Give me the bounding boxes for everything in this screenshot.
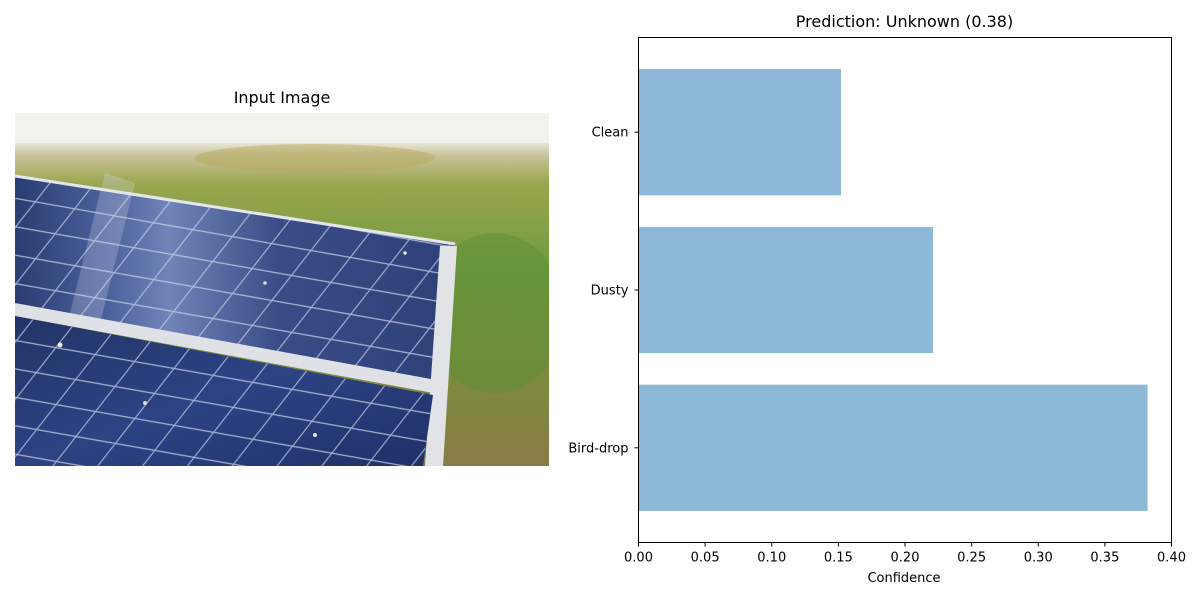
y-tick-label: Dusty	[591, 284, 629, 299]
chart-title: Prediction: Unknown (0.38)	[795, 12, 1014, 31]
x-tick-label: 0.25	[957, 551, 986, 566]
x-tick-label: 0.00	[624, 551, 653, 566]
x-tick-label: 0.15	[824, 551, 853, 566]
x-tick-label: 0.40	[1157, 551, 1186, 566]
x-axis-label: Confidence	[867, 571, 940, 586]
y-tick-label: Clean	[592, 126, 629, 141]
plot-frame	[638, 37, 1172, 543]
x-tick-label: 0.30	[1024, 551, 1053, 566]
x-tick-label: 0.10	[757, 551, 786, 566]
y-tick-label: Bird-drop	[568, 441, 628, 456]
bar-clean	[638, 69, 842, 196]
bar-dusty	[638, 226, 933, 354]
input-image	[15, 113, 549, 466]
x-tick-label: 0.35	[1090, 551, 1119, 566]
x-tick-label: 0.05	[691, 551, 720, 566]
bar-bird-drop	[638, 384, 1148, 511]
x-tick-label: 0.20	[891, 551, 920, 566]
image-panel-title: Input Image	[233, 88, 331, 107]
